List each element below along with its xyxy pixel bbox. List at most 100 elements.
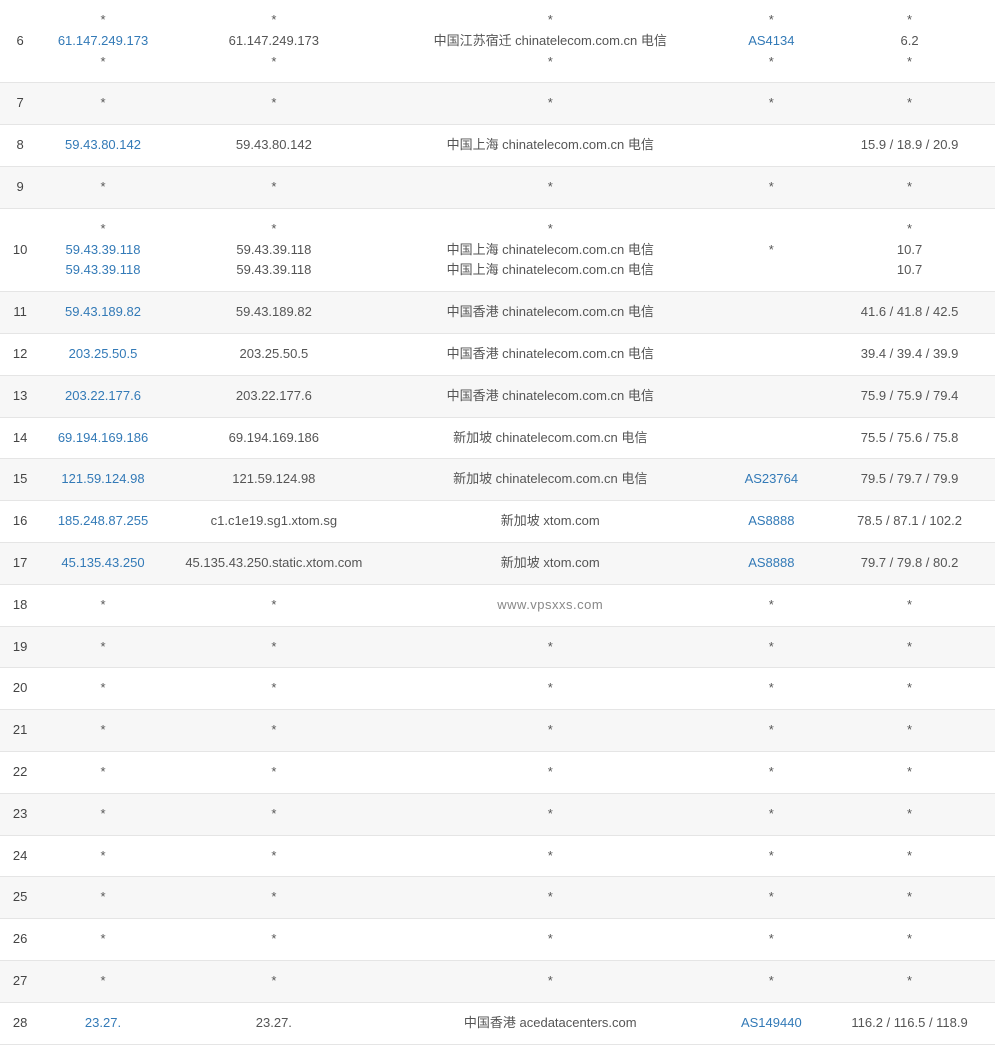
hop-ip: 185.248.87.255: [40, 501, 166, 543]
hop-number: 21: [0, 710, 40, 752]
hop-latency: *: [824, 668, 995, 710]
hop-latency: *: [824, 584, 995, 626]
hop-hostname: *61.147.249.173*: [166, 0, 382, 83]
hop-number: 17: [0, 542, 40, 584]
hop-hostname: *: [166, 584, 382, 626]
hop-hostname: 69.194.169.186: [166, 417, 382, 459]
hop-location: *: [382, 668, 719, 710]
hop-asn: *: [719, 960, 825, 1002]
hop-hostname: c1.c1e19.sg1.xtom.sg: [166, 501, 382, 543]
traceroute-table: 6*61.147.249.173**61.147.249.173**中国江苏宿迁…: [0, 0, 995, 1045]
table-row: 12203.25.50.5203.25.50.5中国香港 chinateleco…: [0, 333, 995, 375]
hop-location: *: [382, 960, 719, 1002]
hop-hostname: *: [166, 919, 382, 961]
hop-latency: *: [824, 960, 995, 1002]
hop-location: *: [382, 877, 719, 919]
hop-latency: 79.7 / 79.8 / 80.2: [824, 542, 995, 584]
table-row: 7*****: [0, 83, 995, 125]
hop-latency: *10.710.7: [824, 208, 995, 291]
hop-asn: *: [719, 626, 825, 668]
hop-location: *: [382, 626, 719, 668]
hop-latency: *: [824, 83, 995, 125]
hop-number: 14: [0, 417, 40, 459]
hop-ip: 23.27.: [40, 1002, 166, 1044]
hop-asn: *: [719, 710, 825, 752]
hop-latency: *: [824, 166, 995, 208]
hop-latency: *: [824, 626, 995, 668]
hop-ip: *: [40, 835, 166, 877]
table-row: 15121.59.124.98121.59.124.98新加坡 chinatel…: [0, 459, 995, 501]
hop-hostname: 203.25.50.5: [166, 333, 382, 375]
table-row: 23*****: [0, 793, 995, 835]
hop-number: 26: [0, 919, 40, 961]
hop-location: *: [382, 919, 719, 961]
hop-latency: 15.9 / 18.9 / 20.9: [824, 125, 995, 167]
hop-asn: *AS4134*: [719, 0, 825, 83]
hop-latency: *: [824, 919, 995, 961]
hop-hostname: 23.27.: [166, 1002, 382, 1044]
hop-ip: 59.43.80.142: [40, 125, 166, 167]
hop-ip: *: [40, 710, 166, 752]
table-row: 20*****: [0, 668, 995, 710]
table-row: 13203.22.177.6203.22.177.6中国香港 chinatele…: [0, 375, 995, 417]
hop-ip: 59.43.189.82: [40, 292, 166, 334]
hop-hostname: *: [166, 793, 382, 835]
hop-ip: *: [40, 83, 166, 125]
hop-number: 23: [0, 793, 40, 835]
hop-hostname: 121.59.124.98: [166, 459, 382, 501]
hop-ip: *: [40, 877, 166, 919]
table-row: 1469.194.169.18669.194.169.186新加坡 chinat…: [0, 417, 995, 459]
hop-asn: *: [719, 835, 825, 877]
table-row: 859.43.80.14259.43.80.142中国上海 chinatelec…: [0, 125, 995, 167]
hop-number: 16: [0, 501, 40, 543]
hop-location: 中国香港 chinatelecom.com.cn 电信: [382, 375, 719, 417]
hop-hostname: 59.43.189.82: [166, 292, 382, 334]
hop-number: 24: [0, 835, 40, 877]
table-row: 18**www.vpsxxs.com**: [0, 584, 995, 626]
table-row: 21*****: [0, 710, 995, 752]
hop-number: 11: [0, 292, 40, 334]
hop-number: 18: [0, 584, 40, 626]
hop-location: 新加坡 xtom.com: [382, 501, 719, 543]
hop-number: 27: [0, 960, 40, 1002]
hop-asn: AS8888: [719, 542, 825, 584]
hop-latency: 39.4 / 39.4 / 39.9: [824, 333, 995, 375]
table-row: 2823.27.23.27.中国香港 acedatacenters.comAS1…: [0, 1002, 995, 1044]
hop-location: 新加坡 xtom.com: [382, 542, 719, 584]
hop-location: *: [382, 793, 719, 835]
hop-asn: *: [719, 668, 825, 710]
hop-latency: *: [824, 751, 995, 793]
hop-ip: 69.194.169.186: [40, 417, 166, 459]
hop-asn: *: [719, 166, 825, 208]
hop-latency: 75.5 / 75.6 / 75.8: [824, 417, 995, 459]
hop-latency: 79.5 / 79.7 / 79.9: [824, 459, 995, 501]
hop-asn: *: [719, 751, 825, 793]
table-row: 22*****: [0, 751, 995, 793]
table-row: 24*****: [0, 835, 995, 877]
hop-number: 20: [0, 668, 40, 710]
hop-location: *: [382, 751, 719, 793]
hop-location: 新加坡 chinatelecom.com.cn 电信: [382, 417, 719, 459]
hop-number: 15: [0, 459, 40, 501]
hop-ip: *59.43.39.11859.43.39.118: [40, 208, 166, 291]
hop-asn: *: [719, 793, 825, 835]
table-row: 19*****: [0, 626, 995, 668]
hop-hostname: 59.43.80.142: [166, 125, 382, 167]
hop-asn: *: [719, 208, 825, 291]
hop-asn: [719, 375, 825, 417]
table-row: 1745.135.43.25045.135.43.250.static.xtom…: [0, 542, 995, 584]
hop-ip: *: [40, 668, 166, 710]
hop-ip: 121.59.124.98: [40, 459, 166, 501]
hop-latency: *: [824, 793, 995, 835]
hop-location: 新加坡 chinatelecom.com.cn 电信: [382, 459, 719, 501]
table-row: 25*****: [0, 877, 995, 919]
hop-ip: 203.22.177.6: [40, 375, 166, 417]
hop-number: 25: [0, 877, 40, 919]
hop-location: *中国上海 chinatelecom.com.cn 电信中国上海 chinate…: [382, 208, 719, 291]
hop-latency: 78.5 / 87.1 / 102.2: [824, 501, 995, 543]
hop-hostname: *: [166, 877, 382, 919]
hop-ip: *: [40, 793, 166, 835]
hop-latency: 116.2 / 116.5 / 118.9: [824, 1002, 995, 1044]
hop-hostname: *: [166, 668, 382, 710]
hop-location: *中国江苏宿迁 chinatelecom.com.cn 电信*: [382, 0, 719, 83]
